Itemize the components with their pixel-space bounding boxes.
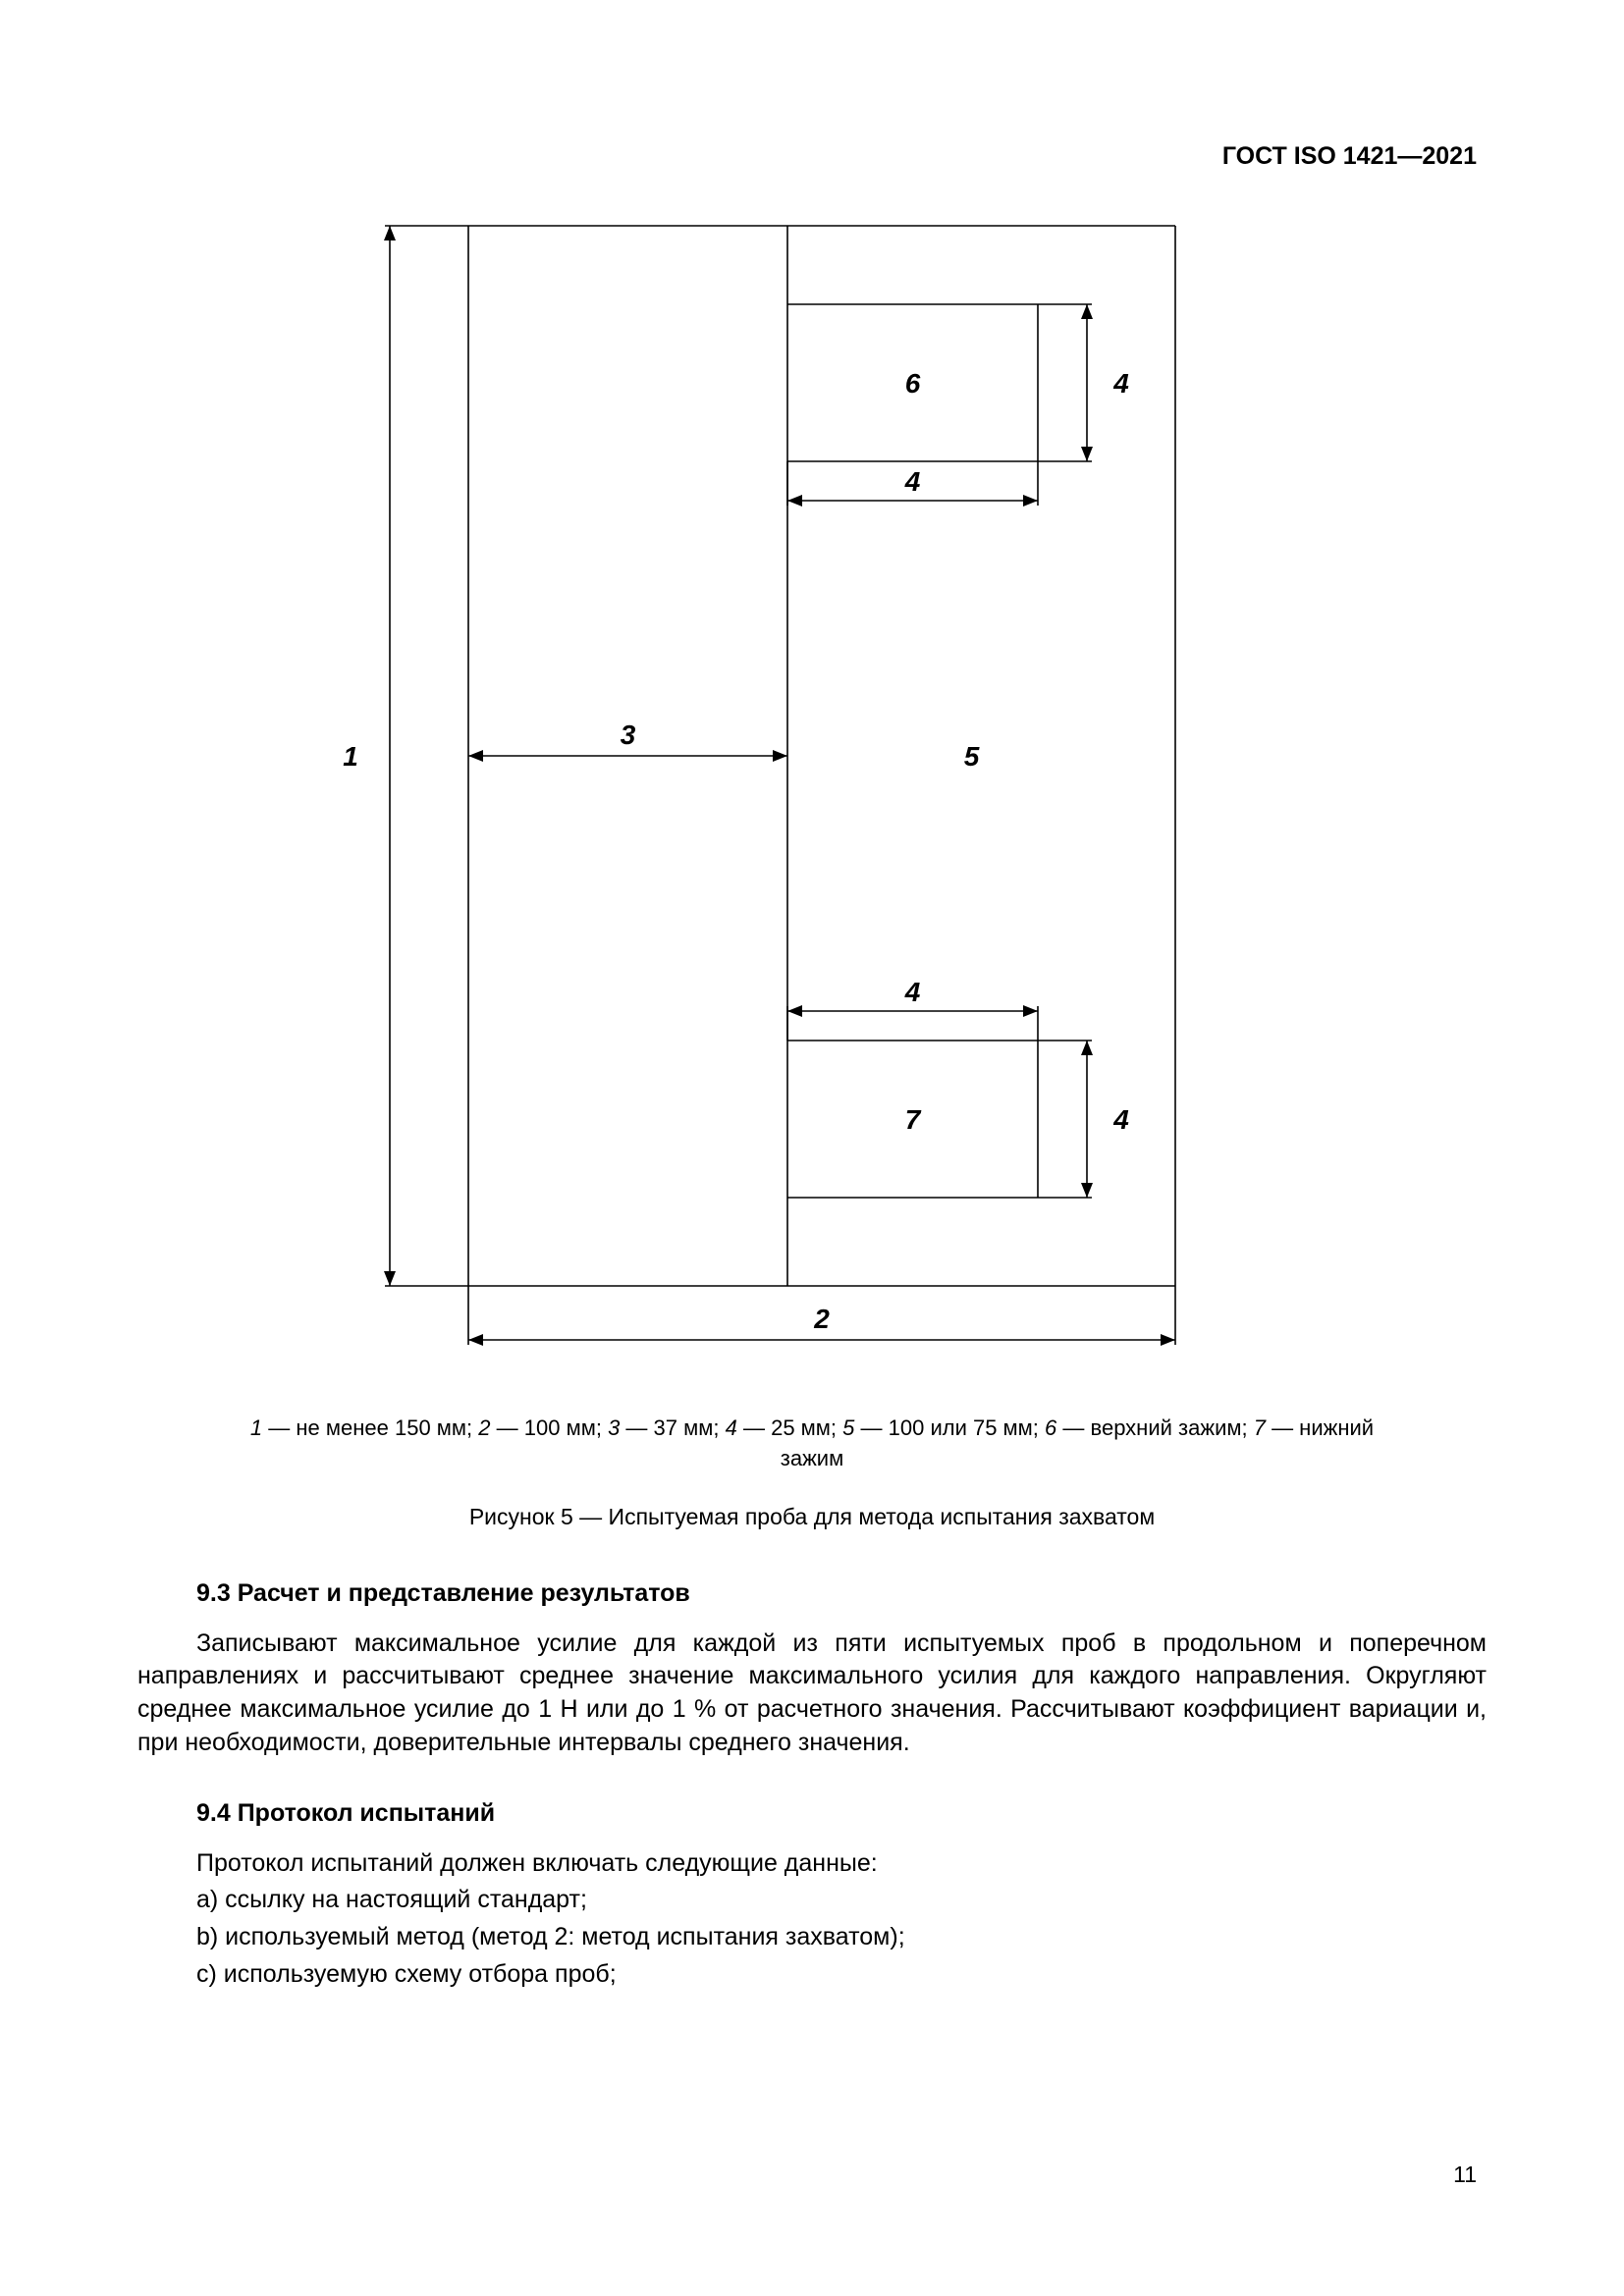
item-c: c) используемую схему отбора проб; xyxy=(196,1958,1487,1992)
svg-text:2: 2 xyxy=(813,1304,830,1334)
item-b: b) используемый метод (метод 2: метод ис… xyxy=(196,1921,1487,1954)
section-9-4-head: 9.4 Протокол испытаний xyxy=(196,1799,1487,1828)
svg-text:4: 4 xyxy=(1112,368,1129,399)
item-a: a) ссылку на настоящий стандарт; xyxy=(196,1884,1487,1917)
svg-text:5: 5 xyxy=(964,741,980,772)
section-9-3-head: 9.3 Расчет и представление результатов xyxy=(196,1579,1487,1608)
figure-caption: Рисунок 5 — Испытуемая проба для метода … xyxy=(137,1504,1487,1530)
svg-text:1: 1 xyxy=(343,741,358,772)
standard-header: ГОСТ ISO 1421—2021 xyxy=(1222,142,1477,171)
svg-text:7: 7 xyxy=(905,1104,922,1135)
svg-text:4: 4 xyxy=(904,977,921,1007)
figure-5-diagram: 1 2 3 5 4 4 6 4 4 7 xyxy=(272,206,1352,1384)
svg-text:6: 6 xyxy=(905,368,921,399)
svg-text:4: 4 xyxy=(904,466,921,497)
svg-text:3: 3 xyxy=(621,720,636,750)
page-number: 11 xyxy=(1453,2162,1477,2188)
section-9-3-body: Записывают максимальное усилие для каждо… xyxy=(137,1628,1487,1760)
svg-text:4: 4 xyxy=(1112,1104,1129,1135)
figure-legend: 1 — не менее 150 мм; 2 — 100 мм; 3 — 37 … xyxy=(236,1414,1388,1474)
section-9-4-intro: Протокол испытаний должен включать следу… xyxy=(196,1847,1487,1881)
